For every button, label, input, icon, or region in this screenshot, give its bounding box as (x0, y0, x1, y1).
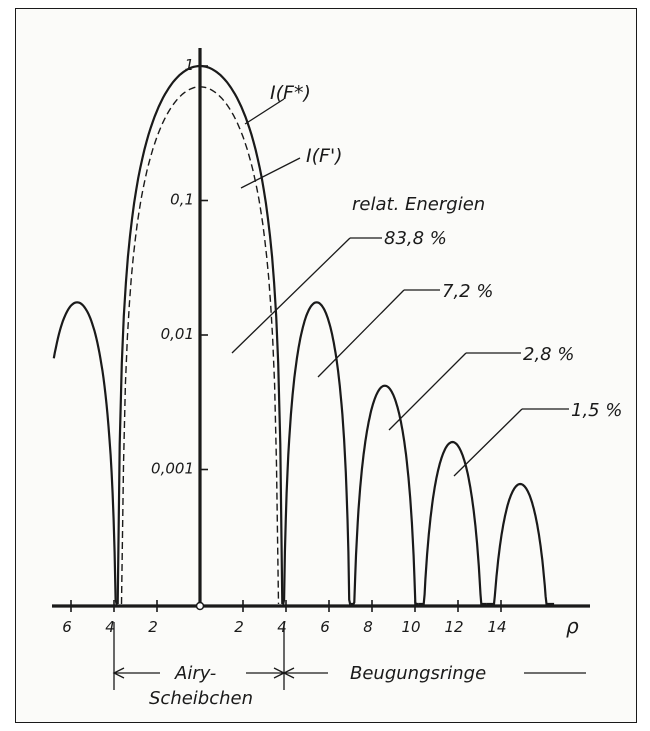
energy-leader-ring2 (388, 352, 467, 431)
series-label-ifprime-leader (240, 157, 301, 189)
y-ticks: 1 0,1 0,01 0,001 (151, 56, 208, 478)
energy-leader-ring1 (317, 289, 405, 378)
curves (52, 64, 555, 606)
x-tick-label-8: 12 (444, 618, 463, 636)
x-tick-label-7: 10 (401, 618, 420, 636)
origin-marker (195, 601, 205, 611)
series-label-ifstar-leader (244, 98, 285, 125)
series-0-lobe-0 (52, 301, 118, 606)
series-0-lobe-2 (282, 301, 352, 606)
energy-leader-central (231, 237, 351, 354)
series-label-ifprime: I(F') (306, 145, 343, 167)
rings-label: Beugungsringe (350, 663, 486, 684)
y-tick-label-3: 0,001 (151, 460, 194, 478)
airy-label-line2: Scheibchen (149, 688, 253, 709)
x-tick-label-5: 6 (320, 618, 330, 636)
series-1-lobe-0 (120, 86, 280, 605)
x-tick-label-4: 4 (277, 618, 287, 636)
x-tick-label-1: 4 (105, 618, 115, 636)
series-0-lobe-4 (418, 440, 487, 606)
energy-label-ring2: 2,8 % (523, 344, 574, 365)
energy-heading: relat. Energien (352, 194, 485, 215)
region-airy: Airy- Scheibchen (112, 622, 286, 709)
energy-label-central: 83,8 % (384, 228, 447, 249)
x-tick-label-2: 2 (148, 618, 158, 636)
series-0-lobe-5 (486, 482, 555, 606)
energy-label-ring3: 1,5 % (571, 400, 622, 421)
y-tick-label-0: 1 (184, 56, 194, 74)
series-0-lobe-1 (116, 64, 284, 605)
energy-leader-ring3 (453, 408, 523, 477)
x-tick-label-6: 8 (363, 618, 373, 636)
x-tick-label-3: 2 (234, 618, 244, 636)
series-label-ifstar: I(F*) (270, 82, 311, 104)
x-ticks: 6 4 2 2 4 6 8 10 12 14 (62, 600, 507, 636)
axes (52, 48, 590, 611)
airy-label-line1: Airy- (174, 663, 216, 684)
region-rings: Beugungsringe (282, 663, 586, 684)
x-axis-label: ρ (566, 614, 579, 638)
x-tick-label-0: 6 (62, 618, 72, 636)
y-tick-label-2: 0,01 (161, 325, 194, 343)
energy-label-ring1: 7,2 % (442, 281, 493, 302)
y-tick-label-1: 0,1 (170, 191, 194, 209)
series-0-lobe-3 (350, 384, 419, 606)
x-tick-label-9: 14 (487, 618, 506, 636)
